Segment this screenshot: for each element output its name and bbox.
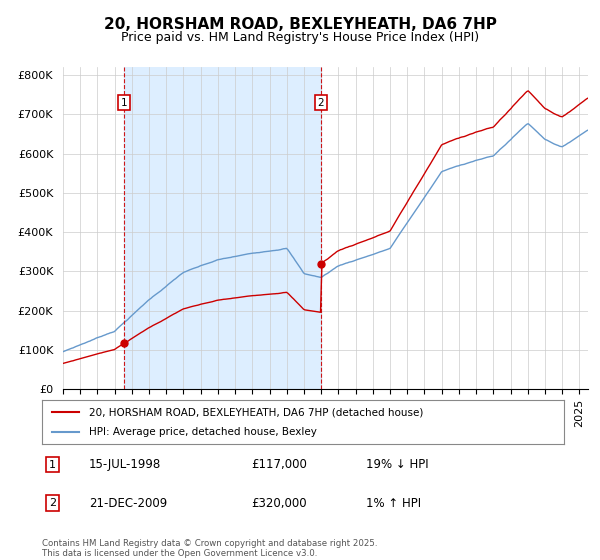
Text: 20, HORSHAM ROAD, BEXLEYHEATH, DA6 7HP: 20, HORSHAM ROAD, BEXLEYHEATH, DA6 7HP: [104, 17, 496, 32]
Text: 1: 1: [121, 97, 127, 108]
Text: Contains HM Land Registry data © Crown copyright and database right 2025.
This d: Contains HM Land Registry data © Crown c…: [42, 539, 377, 558]
Point: [316, 259, 325, 268]
Point: [119, 339, 129, 348]
Text: 15-JUL-1998: 15-JUL-1998: [89, 458, 161, 471]
Text: £320,000: £320,000: [251, 497, 307, 510]
Bar: [124, 67, 320, 389]
Text: HPI: Average price, detached house, Bexley: HPI: Average price, detached house, Bexl…: [89, 427, 317, 437]
Text: 1% ↑ HPI: 1% ↑ HPI: [365, 497, 421, 510]
Text: 21-DEC-2009: 21-DEC-2009: [89, 497, 167, 510]
Text: £117,000: £117,000: [251, 458, 307, 471]
Text: 20, HORSHAM ROAD, BEXLEYHEATH, DA6 7HP (detached house): 20, HORSHAM ROAD, BEXLEYHEATH, DA6 7HP (…: [89, 407, 424, 417]
Text: 2: 2: [317, 97, 324, 108]
Text: 19% ↓ HPI: 19% ↓ HPI: [365, 458, 428, 471]
Text: 1: 1: [49, 460, 56, 470]
Text: 2: 2: [49, 498, 56, 508]
Text: Price paid vs. HM Land Registry's House Price Index (HPI): Price paid vs. HM Land Registry's House …: [121, 31, 479, 44]
